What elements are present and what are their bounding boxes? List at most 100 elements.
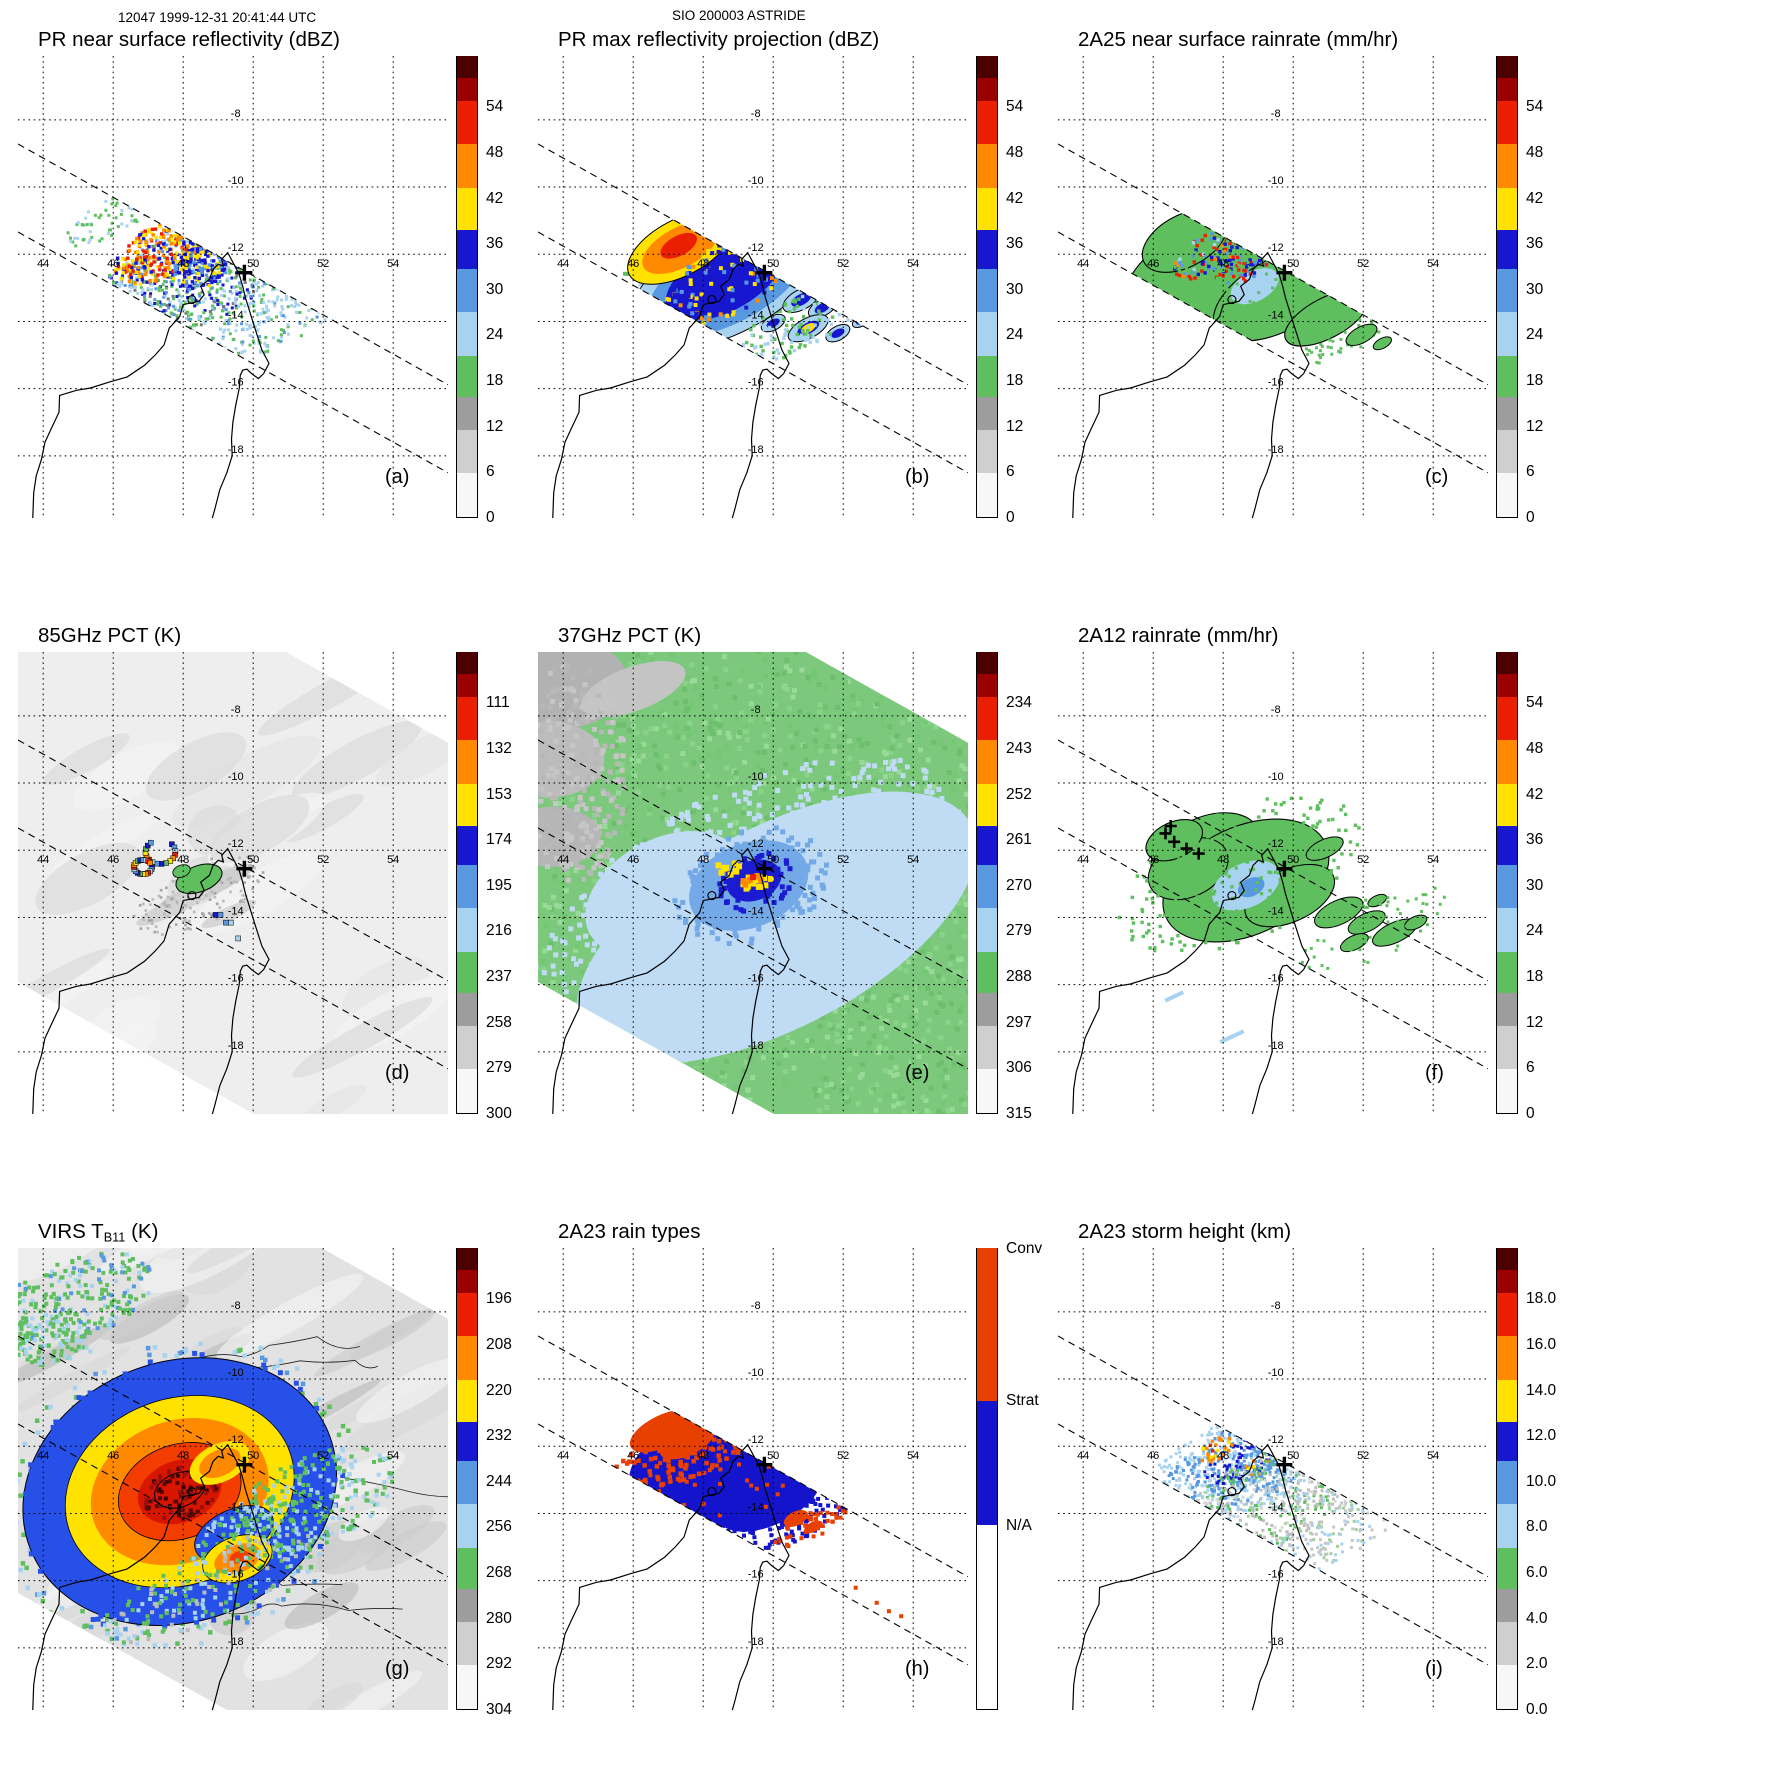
panel-d: 85GHz PCT (K) -8 -10 -12 -14 -16 -18 44 46 48 50 52…	[10, 622, 534, 1218]
colorbar-tick: 304	[486, 1701, 512, 1718]
colorbar-segment	[1497, 76, 1517, 101]
colorbar-segment	[457, 1024, 477, 1070]
title-post: (K)	[125, 1220, 159, 1243]
title-pre: 85GHz PCT (K)	[38, 624, 182, 647]
title-pre: PR near surface reflectivity (dBZ)	[38, 28, 340, 51]
svg-text:-8: -8	[231, 108, 241, 120]
svg-text:44: 44	[1077, 258, 1089, 270]
svg-text:46: 46	[107, 258, 119, 270]
title-pre: 37GHz PCT (K)	[558, 624, 702, 647]
svg-text:-8: -8	[231, 704, 241, 716]
panel-letter: (b)	[905, 466, 930, 488]
colorbar-segment	[457, 739, 477, 785]
coastline	[32, 1443, 270, 1710]
raintype-label: Strat	[1006, 1392, 1039, 1409]
svg-text:-12: -12	[228, 242, 244, 254]
svg-text:-12: -12	[1268, 242, 1284, 254]
colorbar-tick: 256	[486, 1518, 512, 1535]
colorbar-segment	[1497, 824, 1517, 865]
colorbar-tick: 220	[486, 1382, 512, 1399]
colorbar-tick: 258	[486, 1014, 512, 1031]
colorbar-e	[976, 652, 998, 1114]
svg-text:46: 46	[1147, 258, 1159, 270]
colorbar-tick: 24	[1526, 922, 1544, 939]
colorbar-segment	[977, 1399, 997, 1525]
panel-i: 2A23 storm height (km) -8 -10 -12 -14 -16 -18 4…	[1050, 1218, 1574, 1771]
grid-lines	[538, 652, 968, 1114]
colorbar-tick-labels: 54 48 42 36 30 24 18 12 6 0	[1006, 56, 1064, 526]
colorbar-segment	[977, 267, 997, 313]
colorbar-tick: 42	[1526, 786, 1544, 803]
colorbar-tick: 18	[1526, 372, 1544, 389]
colorbar-segment	[457, 992, 477, 1026]
colorbar-segment	[457, 951, 477, 994]
storm-center-marker	[1276, 264, 1293, 281]
storm-center-marker	[756, 1456, 773, 1473]
colorbar-segment	[977, 472, 997, 517]
colorbar-segment	[457, 1459, 477, 1505]
grid-lines	[538, 1248, 968, 1710]
title-pre: 2A23 rain types	[558, 1220, 701, 1243]
colorbar-tick: 195	[486, 877, 512, 894]
colorbar-segment	[1497, 652, 1517, 674]
title-pre: 2A23 storm height (km)	[1078, 1220, 1292, 1243]
grid-lines	[18, 1248, 448, 1710]
colorbar-segment	[457, 76, 477, 101]
colorbar-segment	[1497, 739, 1517, 785]
colorbar-tick-labels: 196 208 220 232 244 256 268 280 292 304	[486, 1248, 544, 1718]
colorbar-tick: 54	[1006, 98, 1024, 115]
panel-a: PR near surface reflectivity (dBZ) -8 -10 -…	[10, 26, 534, 622]
colorbar-tick: 42	[1526, 190, 1544, 207]
title-pre: 2A25 near surface rainrate (mm/hr)	[1078, 28, 1399, 51]
colorbar-tick: 6	[486, 463, 495, 480]
colorbar-tick: 216	[486, 922, 512, 939]
colorbar-segment	[1497, 143, 1517, 189]
colorbar-tick-labels: 234 243 252 261 270 279 288 297 306 315	[1006, 652, 1064, 1122]
colorbar-tick: 153	[486, 786, 512, 803]
title-pre: PR max reflectivity projection (dBZ)	[558, 28, 880, 51]
colorbar-d	[456, 652, 478, 1114]
svg-text:-16: -16	[748, 377, 764, 389]
colorbar-tick: 174	[486, 831, 512, 848]
colorbar-segment	[457, 56, 477, 78]
colorbar-tick: 2.0	[1526, 1655, 1548, 1672]
storm-center-marker	[236, 860, 253, 877]
colorbar-segment	[457, 824, 477, 865]
grid-lines	[1058, 56, 1488, 518]
svg-text:54: 54	[387, 854, 399, 866]
colorbar-h	[976, 1248, 998, 1710]
svg-text:50: 50	[247, 854, 259, 866]
svg-text:50: 50	[247, 258, 259, 270]
title-pre: VIRS T	[38, 1220, 104, 1243]
svg-text:52: 52	[837, 258, 849, 270]
map-a: -8 -10 -12 -14 -16 -18 44 46 48 50 52 54	[18, 56, 448, 518]
colorbar-tick: 0	[1526, 509, 1535, 526]
grid-lines	[1058, 1248, 1488, 1710]
colorbar-segment	[977, 672, 997, 697]
colorbar-segment	[977, 1248, 997, 1401]
colorbar-segment	[457, 1268, 477, 1293]
data-layer	[66, 190, 356, 364]
colorbar-segment	[1497, 907, 1517, 952]
colorbar-tick: 24	[1526, 326, 1544, 343]
colorbar-tick: 0.0	[1526, 1701, 1548, 1718]
colorbar-segment	[1497, 1664, 1517, 1709]
svg-text:-8: -8	[1271, 108, 1281, 120]
colorbar-segment	[1497, 355, 1517, 398]
colorbar-segment	[1497, 951, 1517, 994]
colorbar-segment	[1497, 1291, 1517, 1337]
colorbar-segment	[457, 143, 477, 189]
colorbar-tick-labels: 54 48 42 36 30 24 18 12 6 0	[1526, 56, 1584, 526]
colorbar-segment	[457, 1379, 477, 1422]
map-c: -8 -10 -12 -14 -16 -18 44 46 48 50 52 54	[1058, 56, 1488, 518]
storm-center-marker	[236, 264, 253, 281]
colorbar-segment	[457, 267, 477, 313]
colorbar-tick: 111	[486, 694, 510, 711]
svg-text:-10: -10	[228, 175, 244, 187]
colorbar-segment	[1497, 1024, 1517, 1070]
